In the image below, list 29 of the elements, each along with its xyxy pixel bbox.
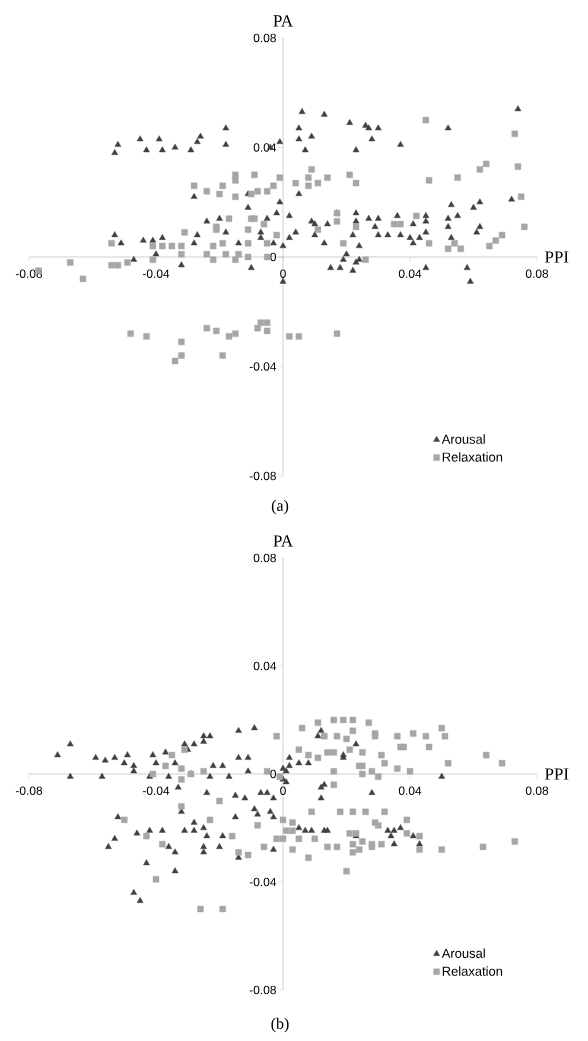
legend-label: Arousal — [441, 948, 485, 958]
y-axis-title: PA — [273, 15, 293, 27]
x-tick-label: 0 — [280, 269, 286, 278]
legend-label: Arousal — [441, 434, 485, 444]
x-axis-title: PPI — [545, 251, 569, 263]
x-axis-title: PPI — [545, 768, 569, 780]
y-tick-label: 0.04 — [253, 143, 277, 152]
y-tick-label: -0.08 — [249, 471, 276, 481]
y-tick-label: -0.04 — [249, 362, 277, 371]
text: (a) — [271, 499, 289, 515]
y-tick-label: 0.08 — [253, 33, 276, 43]
legend-label: Relaxation — [442, 452, 503, 462]
x-tick-label: -0.04 — [142, 786, 170, 795]
y-axis-title: PA — [273, 535, 293, 547]
y-tick-label: 0.08 — [253, 553, 276, 563]
x-tick-label: 0.08 — [525, 786, 549, 795]
y-tick-label: 0 — [270, 769, 277, 779]
x-tick-label: -0.04 — [142, 269, 170, 278]
x-tick-label: -0.08 — [15, 786, 43, 795]
x-tick-label: 0 — [280, 786, 286, 795]
y-tick-label: 0 — [270, 252, 277, 262]
y-tick-label: -0.04 — [249, 877, 277, 887]
y-tick-label: 0.04 — [253, 661, 277, 671]
x-tick-label: 0.04 — [398, 269, 422, 278]
legend-label: Relaxation — [442, 966, 503, 976]
text: (b) — [271, 1017, 289, 1033]
y-tick-label: -0.08 — [249, 985, 276, 995]
x-tick-label: 0.08 — [525, 269, 549, 278]
x-tick-label: 0.04 — [398, 786, 422, 795]
